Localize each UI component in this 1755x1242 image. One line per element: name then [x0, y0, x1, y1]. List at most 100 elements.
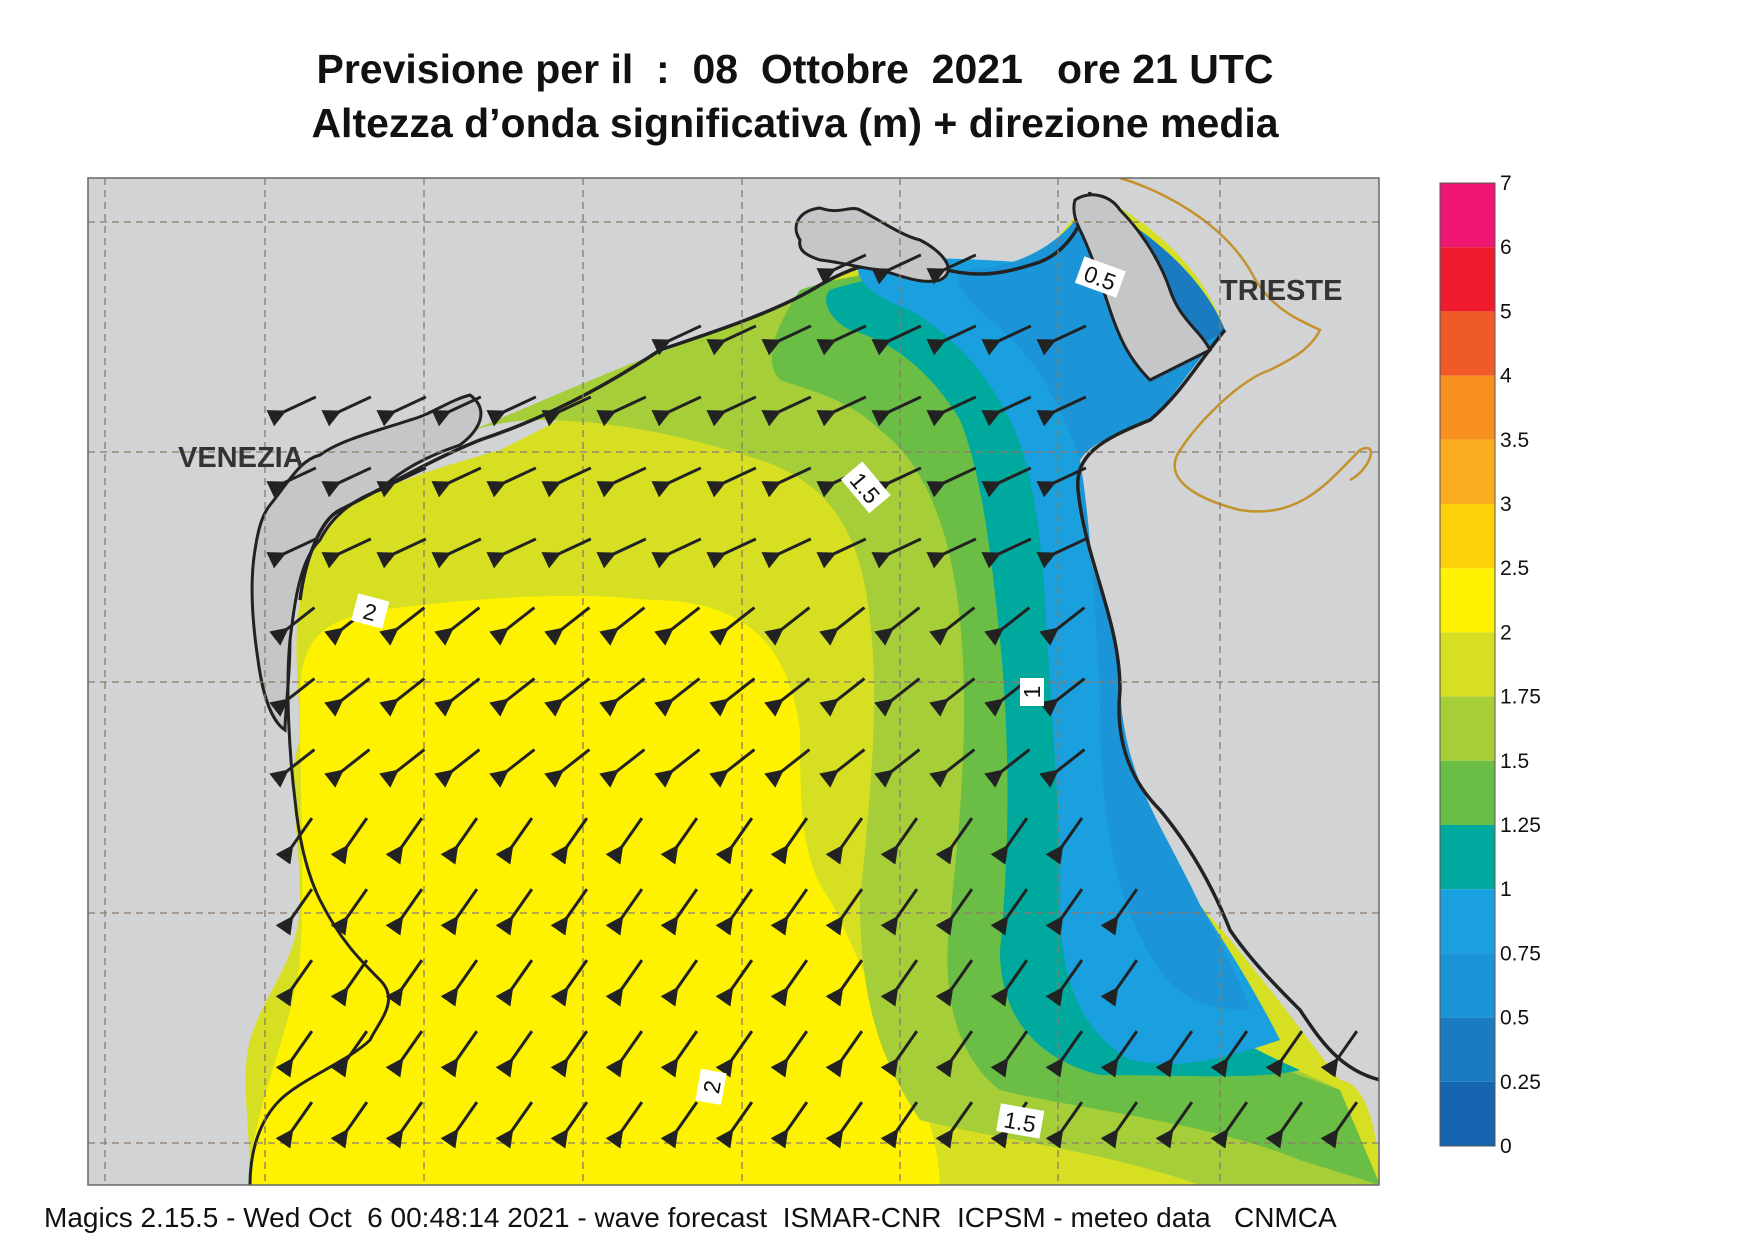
direction-arrow — [651, 466, 702, 498]
legend-swatch — [1440, 568, 1495, 633]
direction-arrow — [825, 888, 864, 936]
direction-arrow — [654, 677, 701, 717]
direction-arrow — [266, 466, 317, 498]
direction-arrow — [495, 817, 534, 865]
direction-arrow — [596, 395, 647, 427]
direction-arrow — [495, 959, 534, 1007]
direction-arrow — [379, 748, 426, 788]
contour-label-2: 2 — [351, 593, 390, 629]
direction-arrow — [324, 677, 371, 717]
direction-arrow — [1039, 748, 1086, 788]
direction-arrow — [935, 1030, 974, 1078]
direction-arrow — [605, 959, 644, 1007]
direction-arrow — [1100, 1030, 1139, 1078]
direction-arrow — [541, 537, 592, 569]
direction-arrow — [599, 748, 646, 788]
legend-swatch — [1440, 889, 1495, 954]
istria-coast — [1076, 328, 1379, 1082]
direction-arrow — [330, 1030, 369, 1078]
direction-arrow — [596, 466, 647, 498]
legend-label: 2.5 — [1500, 557, 1529, 580]
direction-arrow — [880, 1030, 919, 1078]
direction-arrow — [926, 466, 977, 498]
direction-arrow — [981, 324, 1032, 356]
direction-arrow — [709, 748, 756, 788]
direction-arrow — [874, 606, 921, 646]
direction-arrow — [1155, 1030, 1194, 1078]
direction-arrow — [1045, 888, 1084, 936]
direction-arrow — [440, 1101, 479, 1149]
direction-arrow — [715, 888, 754, 936]
direction-arrow — [486, 466, 537, 498]
direction-arrow — [770, 888, 809, 936]
footer-credits: Magics 2.15.5 - Wed Oct 6 00:48:14 2021 … — [44, 1202, 1337, 1233]
direction-arrow — [929, 606, 976, 646]
direction-arrow — [599, 606, 646, 646]
direction-arrow — [715, 959, 754, 1007]
direction-arrow — [990, 888, 1029, 936]
direction-arrow — [1100, 959, 1139, 1007]
direction-arrow — [825, 817, 864, 865]
direction-arrow — [770, 817, 809, 865]
direction-arrow — [761, 537, 812, 569]
direction-arrow — [935, 1101, 974, 1149]
direction-arrow — [550, 817, 589, 865]
legend-label: 0.5 — [1500, 1007, 1529, 1030]
direction-arrow — [929, 677, 976, 717]
direction-arrow — [330, 888, 369, 936]
direction-arrow — [874, 677, 921, 717]
direction-arrow — [871, 537, 922, 569]
direction-arrow — [376, 395, 427, 427]
direction-arrow — [489, 606, 536, 646]
direction-arrow — [761, 324, 812, 356]
direction-arrow — [660, 888, 699, 936]
direction-arrow — [596, 537, 647, 569]
direction-arrow — [1155, 1101, 1194, 1149]
direction-arrow — [385, 888, 424, 936]
direction-arrow — [489, 677, 536, 717]
direction-arrow — [825, 1101, 864, 1149]
forecast-title: Previsione per il : 08 Ottobre 2021 ore … — [316, 46, 1274, 92]
direction-arrow — [825, 1030, 864, 1078]
legend-swatch — [1440, 1081, 1495, 1146]
trieste-gulf — [1072, 193, 1213, 382]
contour-label-text: 1 — [1019, 686, 1045, 699]
direction-arrow — [550, 1030, 589, 1078]
italy-coast — [248, 639, 391, 1185]
direction-arrow — [984, 606, 1031, 646]
direction-arrow — [706, 466, 757, 498]
band-2-2.5 — [250, 595, 940, 1185]
city-trieste: TRIESTE — [1220, 275, 1342, 307]
direction-arrow — [706, 537, 757, 569]
legend-label: 1 — [1500, 878, 1512, 901]
legend-swatch — [1440, 696, 1495, 761]
legend-label: 3 — [1500, 493, 1512, 516]
direction-arrow — [761, 395, 812, 427]
direction-arrow — [715, 817, 754, 865]
legend-label: 1.25 — [1500, 814, 1541, 837]
direction-arrow — [321, 537, 372, 569]
direction-arrow — [495, 888, 534, 936]
direction-arrow — [269, 677, 316, 717]
legend-swatch — [1440, 504, 1495, 569]
direction-arrow — [1320, 1030, 1359, 1078]
legend-label: 5 — [1500, 300, 1512, 323]
direction-arrow — [651, 324, 702, 356]
direction-arrow — [981, 395, 1032, 427]
contour-label-1: 1 — [1019, 678, 1045, 706]
direction-arrow — [605, 817, 644, 865]
city-venezia: VENEZIA — [178, 442, 304, 474]
direction-arrow — [1045, 1030, 1084, 1078]
legend-label: 3.5 — [1500, 429, 1529, 452]
direction-arrow — [816, 324, 867, 356]
direction-arrow — [880, 817, 919, 865]
direction-arrow — [275, 888, 314, 936]
direction-arrow — [709, 677, 756, 717]
legend-label: 2 — [1500, 621, 1512, 644]
direction-arrow — [660, 817, 699, 865]
direction-arrow — [550, 1101, 589, 1149]
direction-arrow — [871, 253, 922, 285]
direction-arrow — [651, 395, 702, 427]
legend-swatch — [1440, 760, 1495, 825]
